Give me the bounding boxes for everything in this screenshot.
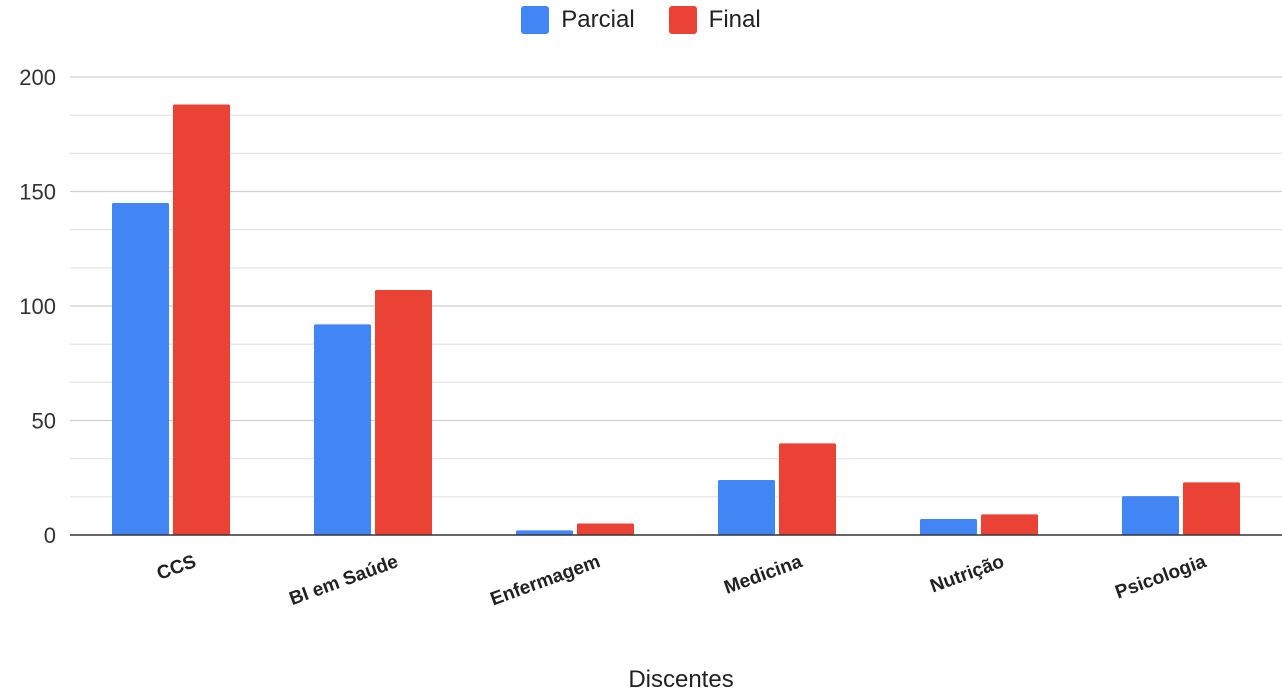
x-tick-label: Medicina <box>721 551 805 599</box>
y-tick-label: 200 <box>19 65 56 90</box>
y-tick-label: 150 <box>19 180 56 205</box>
bar-parcial <box>112 202 169 535</box>
bar-parcial <box>516 530 573 535</box>
bar-parcial <box>314 324 371 535</box>
x-tick-label: Enfermagem <box>488 551 603 610</box>
bar-final <box>1183 482 1240 535</box>
legend: Parcial Final <box>0 6 1282 34</box>
x-tick-label: CCS <box>154 551 199 584</box>
y-tick-label: 100 <box>19 294 56 319</box>
x-axis-ticks: CCS BI em Saúde Enfermagem Medicina Nutrição… <box>154 551 1209 610</box>
bar-final <box>779 443 836 535</box>
legend-swatch-parcial <box>521 6 550 34</box>
bar-final <box>981 514 1038 535</box>
legend-label-final: Final <box>708 6 761 33</box>
bar-final <box>375 289 432 535</box>
legend-label-parcial: Parcial <box>561 6 635 33</box>
bar-parcial <box>1122 496 1179 535</box>
x-tick-label: Psicologia <box>1113 551 1210 603</box>
legend-item-parcial[interactable]: Parcial <box>521 6 635 34</box>
x-axis-title: Discentes <box>628 666 733 690</box>
legend-item-final[interactable]: Final <box>668 6 761 34</box>
bar-parcial <box>718 480 775 535</box>
gridlines <box>70 76 1282 498</box>
y-axis-ticks: 0 50 100 150 200 <box>19 65 56 548</box>
bars <box>112 104 1240 535</box>
x-tick-label: Nutrição <box>927 551 1007 597</box>
y-tick-label: 50 <box>32 409 56 434</box>
bar-final <box>577 523 634 535</box>
bar-parcial <box>920 518 977 535</box>
legend-swatch-final <box>668 6 697 34</box>
y-tick-label: 0 <box>44 523 56 548</box>
bar-final <box>173 104 230 535</box>
x-tick-label: BI em Saúde <box>287 551 401 610</box>
